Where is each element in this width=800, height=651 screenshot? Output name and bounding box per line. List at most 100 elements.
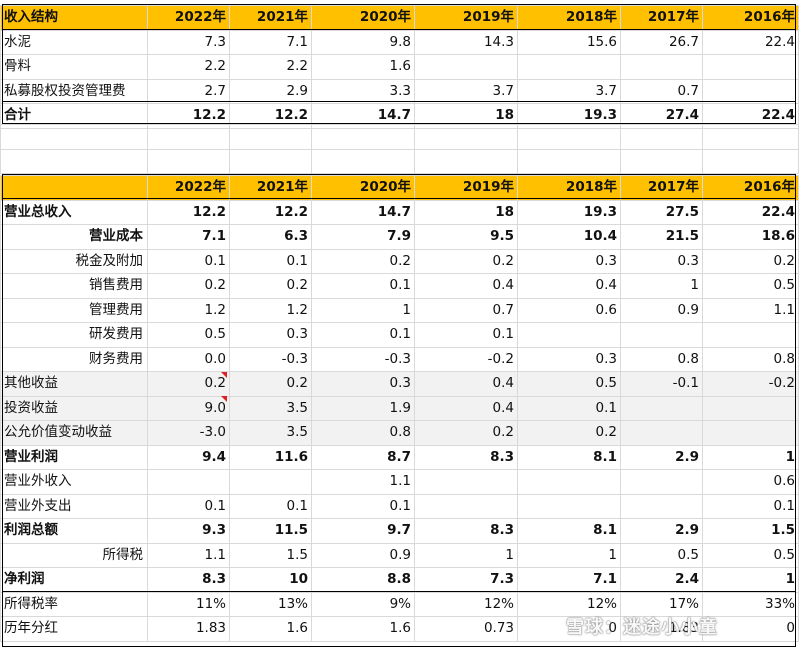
header-year-cell[interactable]: 2017年 (620, 5, 703, 31)
row-label-cell[interactable]: 历年分红 (0, 616, 148, 642)
row-label-cell[interactable]: 净利润 (0, 567, 148, 593)
value-cell[interactable]: 17% (620, 591, 703, 617)
row-label-cell[interactable]: 销售费用 (0, 273, 148, 299)
value-cell[interactable]: 18 (414, 199, 518, 225)
row-label-cell[interactable]: 研发费用 (0, 322, 148, 348)
value-cell[interactable]: 0.2 (517, 420, 621, 446)
row-label-cell[interactable]: 所得税率 (0, 591, 148, 617)
value-cell[interactable]: 7.9 (311, 224, 415, 250)
row-label-cell[interactable]: 所得税 (0, 542, 148, 568)
value-cell[interactable]: 2.7 (147, 78, 230, 104)
value-cell[interactable] (147, 469, 230, 495)
value-cell[interactable]: 0.3 (517, 248, 621, 274)
value-cell[interactable]: 8.1 (517, 444, 621, 470)
value-cell[interactable]: 3.7 (517, 78, 621, 104)
header-year-cell[interactable]: 2020年 (311, 5, 415, 31)
value-cell[interactable]: 8.1 (517, 518, 621, 544)
value-cell[interactable]: -3.0 (147, 420, 230, 446)
value-cell[interactable]: 0.9 (620, 297, 703, 323)
value-cell[interactable]: 7.3 (414, 567, 518, 593)
value-cell[interactable]: 0.4 (517, 273, 621, 299)
value-cell[interactable]: 15.6 (517, 29, 621, 55)
value-cell[interactable] (702, 420, 799, 446)
value-cell[interactable]: 8.7 (311, 444, 415, 470)
value-cell[interactable]: 0.1 (311, 493, 415, 519)
value-cell[interactable]: 0.4 (414, 273, 518, 299)
value-cell[interactable]: 0.5 (702, 542, 799, 568)
header-year-cell[interactable]: 2020年 (311, 175, 415, 201)
value-cell[interactable]: 14.7 (311, 199, 415, 225)
value-cell[interactable]: 1 (620, 273, 703, 299)
value-cell[interactable] (229, 469, 312, 495)
row-label-cell[interactable]: 营业利润 (0, 444, 148, 470)
value-cell[interactable]: 3.5 (229, 395, 312, 421)
value-cell[interactable]: 2.9 (620, 444, 703, 470)
value-cell[interactable]: 0.3 (620, 248, 703, 274)
value-cell[interactable]: 0 (702, 616, 799, 642)
value-cell[interactable]: 2.2 (147, 54, 230, 80)
value-cell[interactable]: 10.4 (517, 224, 621, 250)
value-cell[interactable] (620, 322, 703, 348)
row-label-cell[interactable]: 财务费用 (0, 346, 148, 372)
value-cell[interactable]: 0.1 (311, 273, 415, 299)
value-cell[interactable]: 33% (702, 591, 799, 617)
row-label-cell[interactable]: 投资收益 (0, 395, 148, 421)
value-cell[interactable] (702, 395, 799, 421)
value-cell[interactable]: 9.7 (311, 518, 415, 544)
value-cell[interactable]: 0.3 (229, 322, 312, 348)
value-cell[interactable]: 9% (311, 591, 415, 617)
header-year-cell[interactable]: 2018年 (517, 175, 621, 201)
value-cell[interactable]: 1.9 (311, 395, 415, 421)
row-label-cell[interactable]: 利润总额 (0, 518, 148, 544)
value-cell[interactable]: -0.2 (414, 346, 518, 372)
value-cell[interactable]: 0.1 (229, 248, 312, 274)
value-cell[interactable] (620, 420, 703, 446)
row-label-cell[interactable]: 管理费用 (0, 297, 148, 323)
value-cell[interactable]: 2.2 (229, 54, 312, 80)
header-year-cell[interactable]: 2022年 (147, 5, 230, 31)
header-year-cell[interactable]: 2021年 (229, 5, 312, 31)
value-cell[interactable]: 0.2 (311, 248, 415, 274)
value-cell[interactable]: 0.5 (147, 322, 230, 348)
value-cell[interactable]: 1 (702, 567, 799, 593)
value-cell[interactable]: 1 (702, 444, 799, 470)
value-cell[interactable]: 2.9 (620, 518, 703, 544)
value-cell[interactable]: 8.3 (414, 444, 518, 470)
value-cell[interactable]: 0.4 (414, 371, 518, 397)
header-year-cell[interactable]: 2017年 (620, 175, 703, 201)
row-label-cell[interactable]: 营业外支出 (0, 493, 148, 519)
header-year-cell[interactable]: 2016年 (702, 175, 799, 201)
value-cell[interactable]: 1.5 (702, 518, 799, 544)
row-label-cell[interactable]: 其他收益 (0, 371, 148, 397)
value-cell[interactable]: 7.1 (147, 224, 230, 250)
value-cell[interactable]: 3.7 (414, 78, 518, 104)
value-cell[interactable] (620, 493, 703, 519)
value-cell[interactable]: 0.2 (229, 273, 312, 299)
value-cell[interactable]: -0.3 (229, 346, 312, 372)
header-year-cell[interactable]: 2022年 (147, 175, 230, 201)
row-label-cell[interactable]: 私募股权投资管理费 (0, 78, 148, 104)
value-cell[interactable] (702, 54, 799, 80)
value-cell[interactable]: 12.2 (229, 199, 312, 225)
value-cell[interactable]: 1.1 (702, 297, 799, 323)
value-cell[interactable]: 0.7 (620, 78, 703, 104)
value-cell[interactable]: 0.4 (414, 395, 518, 421)
value-cell[interactable]: 8.3 (147, 567, 230, 593)
header-year-cell[interactable]: 2019年 (414, 5, 518, 31)
value-cell[interactable]: 10 (229, 567, 312, 593)
row-label-cell[interactable]: 营业总收入 (0, 199, 148, 225)
value-cell[interactable]: 0.1 (702, 493, 799, 519)
value-cell[interactable]: 0.3 (311, 371, 415, 397)
value-cell[interactable]: 9.0 (147, 395, 230, 421)
value-cell[interactable] (517, 469, 621, 495)
value-cell[interactable]: 0.1 (311, 322, 415, 348)
value-cell[interactable] (414, 54, 518, 80)
value-cell[interactable]: 0.2 (414, 420, 518, 446)
header-year-cell[interactable]: 2019年 (414, 175, 518, 201)
value-cell[interactable] (702, 322, 799, 348)
header-year-cell[interactable]: 2018年 (517, 5, 621, 31)
value-cell[interactable]: -0.2 (702, 371, 799, 397)
value-cell[interactable] (620, 469, 703, 495)
value-cell[interactable]: 8.8 (311, 567, 415, 593)
value-cell[interactable] (414, 469, 518, 495)
